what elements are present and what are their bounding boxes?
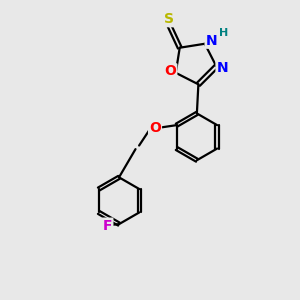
Text: O: O	[149, 121, 161, 135]
Text: N: N	[217, 61, 228, 75]
Text: N: N	[206, 34, 217, 48]
Text: O: O	[164, 64, 176, 78]
Text: H: H	[219, 28, 228, 38]
Text: F: F	[103, 219, 112, 232]
Text: S: S	[164, 12, 174, 26]
